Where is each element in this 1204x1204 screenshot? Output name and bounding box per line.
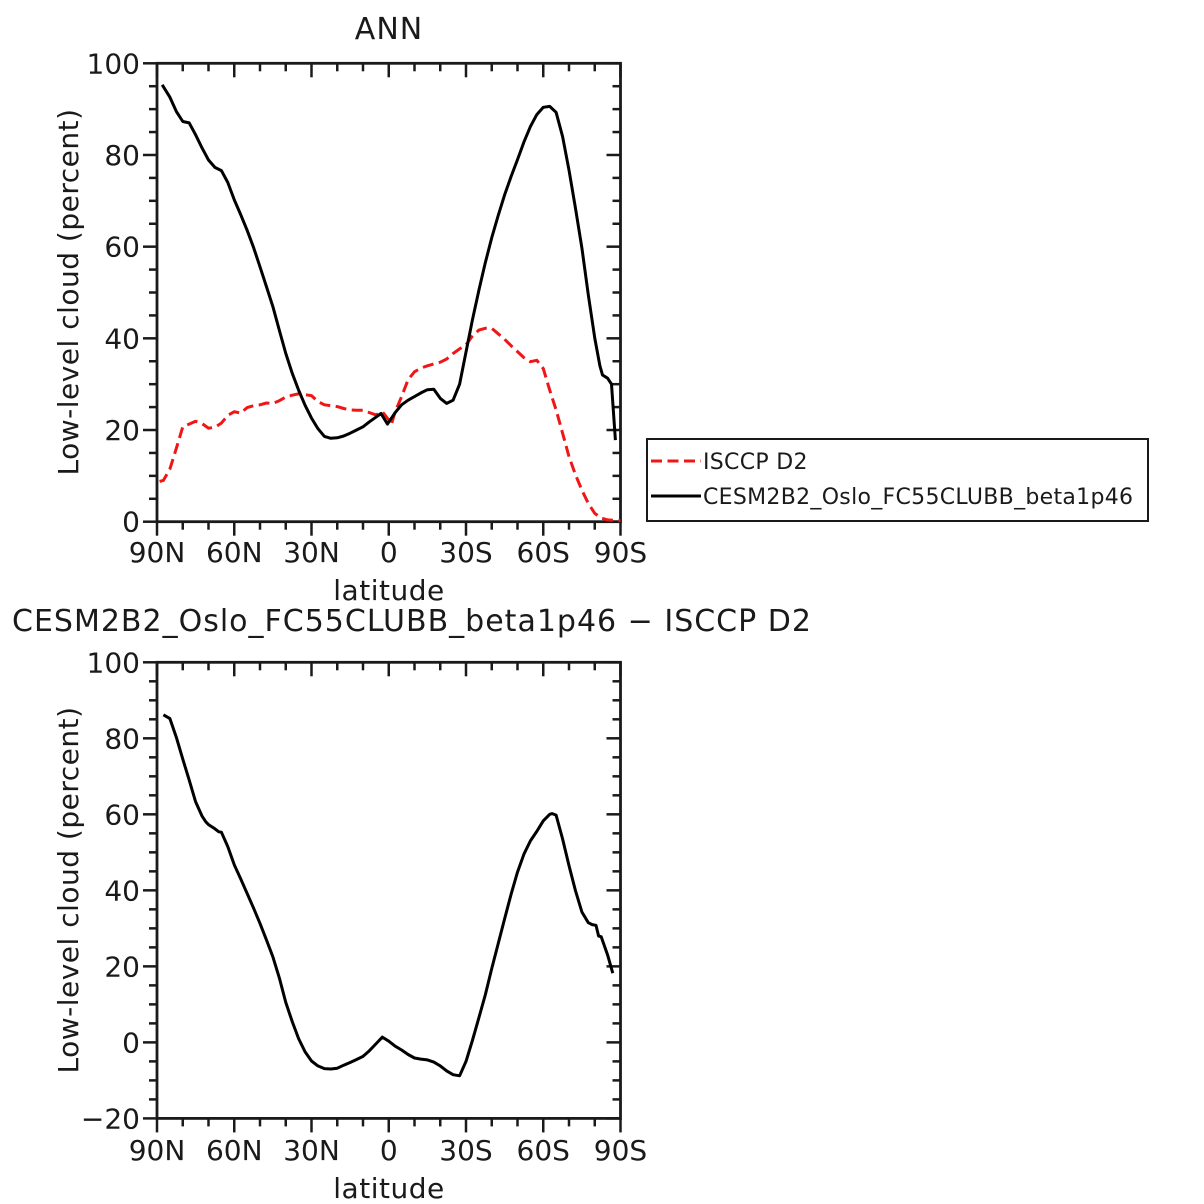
y-tick-label: 100 xyxy=(87,646,140,679)
y-tick-label: 40 xyxy=(104,322,140,355)
x-tick-label: 0 xyxy=(380,536,398,569)
x-tick-label: 60N xyxy=(206,536,263,569)
x-tick-label: 0 xyxy=(380,1134,398,1167)
y-tick-label: 60 xyxy=(104,231,140,264)
x-tick-label: 30S xyxy=(439,536,492,569)
y-tick-label: 0 xyxy=(122,506,140,539)
x-tick-label: 30S xyxy=(439,1134,492,1167)
top-y-axis-label: Low-level cloud (percent) xyxy=(52,108,85,475)
top-x-axis-label: latitude xyxy=(333,574,444,607)
legend-border xyxy=(646,438,1149,522)
x-tick-label: 90N xyxy=(129,1134,186,1167)
x-tick-label: 60S xyxy=(517,1134,570,1167)
y-tick-label: 0 xyxy=(122,1026,140,1059)
bottom-panel-title: CESM2B2_Oslo_FC55CLUBB_beta1p46 − ISCCP … xyxy=(12,604,812,639)
top-panel-title: ANN xyxy=(355,12,423,47)
legend: ISCCP D2 CESM2B2_Oslo_FC55CLUBB_beta1p46 xyxy=(646,438,1149,522)
y-tick-label: 20 xyxy=(104,414,140,447)
plot-box xyxy=(155,660,622,1120)
y-tick-label: 100 xyxy=(87,47,140,80)
isccp-curve xyxy=(159,326,621,523)
x-tick-label: 90N xyxy=(129,536,186,569)
bottom-y-axis-label: Low-level cloud (percent) xyxy=(52,706,85,1073)
model-curve xyxy=(160,84,617,441)
y-tick-label: 40 xyxy=(104,874,140,907)
legend-label-model: CESM2B2_Oslo_FC55CLUBB_beta1p46 xyxy=(703,485,1133,510)
x-tick-label: 60S xyxy=(517,536,570,569)
x-tick-label: 90S xyxy=(594,536,647,569)
bottom-x-axis-label: latitude xyxy=(333,1172,444,1204)
x-tick-label: 90S xyxy=(594,1134,647,1167)
y-tick-label: −20 xyxy=(81,1102,140,1135)
y-tick-label: 80 xyxy=(104,139,140,172)
y-tick-label: 60 xyxy=(104,798,140,831)
x-tick-label: 30N xyxy=(283,536,340,569)
legend-label-isccp: ISCCP D2 xyxy=(703,450,808,475)
y-tick-label: 80 xyxy=(104,722,140,755)
plot-box xyxy=(155,61,622,524)
x-tick-label: 60N xyxy=(206,1134,263,1167)
x-tick-label: 30N xyxy=(283,1134,340,1167)
difference-curve xyxy=(162,713,615,1078)
y-tick-label: 20 xyxy=(104,950,140,983)
